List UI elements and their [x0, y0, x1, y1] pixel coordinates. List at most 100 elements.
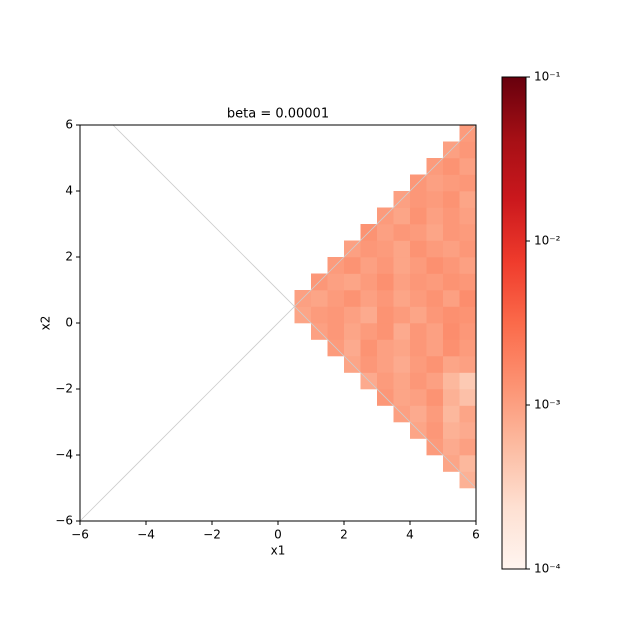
heatmap-cell	[327, 323, 345, 340]
heatmap-cell	[443, 306, 460, 324]
heatmap-cell	[360, 257, 378, 274]
heatmap-cell	[377, 339, 394, 357]
heatmap-cell	[344, 273, 361, 291]
heatmap-cell	[459, 372, 477, 390]
heatmap-cell	[393, 389, 411, 406]
heatmap-cell	[459, 389, 477, 406]
y-tick-label: 6	[65, 118, 73, 132]
heatmap-cell	[426, 323, 444, 340]
heatmap-cell	[410, 207, 427, 225]
heatmap-cell	[393, 356, 411, 373]
heatmap-cell	[459, 356, 477, 373]
heatmap-cell	[377, 290, 394, 307]
heatmap-cell	[443, 290, 460, 307]
y-tick-label: −2	[55, 382, 73, 396]
heatmap-cell	[393, 323, 411, 340]
heatmap-cell	[443, 372, 460, 390]
heatmap-cell	[459, 438, 477, 456]
chart-title: beta = 0.00001	[227, 107, 329, 122]
heatmap-cell	[443, 174, 460, 192]
heatmap-cell	[426, 191, 444, 208]
heatmap-cell	[443, 224, 460, 241]
heatmap-cell	[410, 306, 427, 324]
heatmap-cell	[459, 141, 477, 159]
heatmap-cell	[426, 306, 444, 324]
y-tick-label: 4	[65, 184, 73, 198]
heatmap-cell	[410, 240, 427, 258]
heatmap-cell	[443, 405, 460, 423]
heatmap-cell	[377, 257, 394, 274]
heatmap-cell	[426, 389, 444, 406]
heatmap-cell	[443, 323, 460, 340]
heatmap-cell	[459, 290, 477, 307]
heatmap-cell	[344, 339, 361, 357]
x-tick-label: −2	[203, 528, 221, 542]
heatmap-cell	[426, 224, 444, 241]
heatmap-cell	[393, 372, 411, 390]
heatmap-cell	[360, 356, 378, 373]
y-tick-label: 0	[65, 316, 73, 330]
heatmap-cell	[443, 240, 460, 258]
heatmap-cell	[327, 290, 345, 307]
heatmap-cell	[459, 207, 477, 225]
guide-line	[79, 124, 477, 522]
heatmap-cell	[459, 306, 477, 324]
heatmap-cell	[410, 323, 427, 340]
heatmap-cell	[377, 323, 394, 340]
x-tick-label: 2	[340, 528, 348, 542]
colorbar-tick-label: 10⁻¹	[534, 70, 561, 84]
heatmap-cell	[443, 438, 460, 456]
heatmap-cell	[426, 405, 444, 423]
colorbar-tick-label: 10⁻⁴	[534, 562, 561, 576]
colorbar-tick-label: 10⁻²	[534, 234, 561, 248]
heatmap-cell	[360, 339, 378, 357]
heatmap-cell	[393, 224, 411, 241]
x-tick-label: 6	[472, 528, 480, 542]
heatmap-cell	[443, 257, 460, 274]
y-tick-label: −4	[55, 448, 73, 462]
heatmap-cell	[443, 207, 460, 225]
heatmap-cell	[443, 422, 460, 439]
heatmap-cell	[393, 257, 411, 274]
y-tick-label: −6	[55, 514, 73, 528]
heatmap-cell	[377, 306, 394, 324]
heatmap-cell	[410, 273, 427, 291]
heatmap-cell	[311, 290, 328, 307]
colorbar	[501, 76, 527, 570]
heatmap-cell	[443, 158, 460, 175]
heatmap-cell	[360, 290, 378, 307]
heatmap-cell	[426, 356, 444, 373]
heatmap-cell	[377, 273, 394, 291]
heatmap-cell	[443, 356, 460, 373]
heatmap-cell	[426, 257, 444, 274]
heatmap-cell	[443, 389, 460, 406]
heatmap-cell	[327, 273, 345, 291]
heatmap-cell	[410, 405, 427, 423]
guide-line	[112, 124, 477, 489]
heatmap-cell	[377, 224, 394, 241]
colorbar-tick-label: 10⁻³	[534, 398, 561, 412]
heatmap-cell	[393, 306, 411, 324]
heatmap-cell	[410, 224, 427, 241]
heatmap-cell	[344, 257, 361, 274]
heatmap-cell	[410, 372, 427, 390]
heatmap-cell	[426, 422, 444, 439]
x-tick-label: 0	[274, 528, 282, 542]
heatmap-cell	[426, 240, 444, 258]
heatmap-cell	[459, 422, 477, 439]
heatmap-cell	[459, 224, 477, 241]
heatmap-cell	[459, 174, 477, 192]
heatmap-cell	[459, 339, 477, 357]
heatmap-cell	[410, 257, 427, 274]
heatmap-cell	[459, 273, 477, 291]
heatmap-cell	[426, 207, 444, 225]
heatmap-cell	[443, 339, 460, 357]
heatmap-cell	[426, 372, 444, 390]
heatmap-cell	[459, 240, 477, 258]
heatmap-cell	[393, 273, 411, 291]
heatmap-cell	[393, 290, 411, 307]
heatmap-cell	[344, 306, 361, 324]
heatmap-cell	[377, 240, 394, 258]
heatmap-cell	[459, 405, 477, 423]
heatmap-cell	[459, 158, 477, 175]
